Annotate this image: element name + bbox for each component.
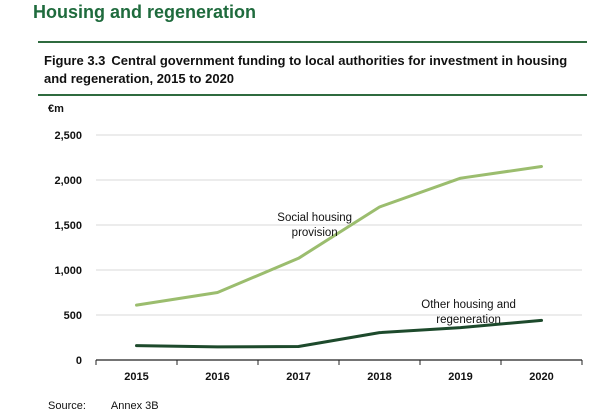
y-tick-label: 2,500	[54, 130, 82, 142]
y-tick-label: 1,500	[54, 220, 82, 232]
axes: 0 500 1,000 1,500 2,000 2,500 €m 2015 2016 2017 20…	[48, 103, 583, 383]
title-bottom-rule	[38, 94, 587, 96]
series-line-other-housing	[135, 318, 543, 349]
series-labels: Social housing provision Other housing and…	[277, 212, 516, 326]
source-value: Annex 3B	[110, 400, 159, 412]
y-unit-label: €m	[48, 103, 64, 115]
y-tick-label: 500	[64, 310, 82, 322]
x-tick-label: 2019	[448, 371, 472, 383]
series-label-other-housing: regeneration	[436, 314, 501, 326]
x-tick-label: 2018	[367, 371, 391, 383]
y-tick-label: 1,000	[54, 265, 82, 277]
series-label-other-housing: Other housing and	[421, 299, 516, 311]
series-label-social-housing: provision	[292, 227, 338, 239]
y-tick-label: 2,000	[54, 175, 82, 187]
figure-title: Figure 3.3 Central government funding to …	[44, 52, 579, 88]
source-label: Source:	[48, 400, 86, 412]
section-title: Housing and regeneration	[33, 2, 257, 22]
series-lines	[135, 165, 543, 349]
figure-caption: Central government funding to local auth…	[44, 53, 568, 86]
y-tick-label: 0	[76, 355, 82, 367]
series-label-social-housing: Social housing	[277, 212, 352, 224]
top-rule	[38, 41, 587, 43]
gridlines	[96, 134, 582, 316]
figure-number: Figure 3.3	[44, 53, 106, 68]
x-tick-label: 2015	[124, 371, 148, 383]
source-note: Source: Annex 3B	[48, 400, 159, 412]
x-tick-label: 2020	[529, 371, 553, 383]
x-tick-label: 2017	[286, 371, 310, 383]
x-tick-label: 2016	[205, 371, 229, 383]
series-line-social-housing	[135, 165, 543, 307]
